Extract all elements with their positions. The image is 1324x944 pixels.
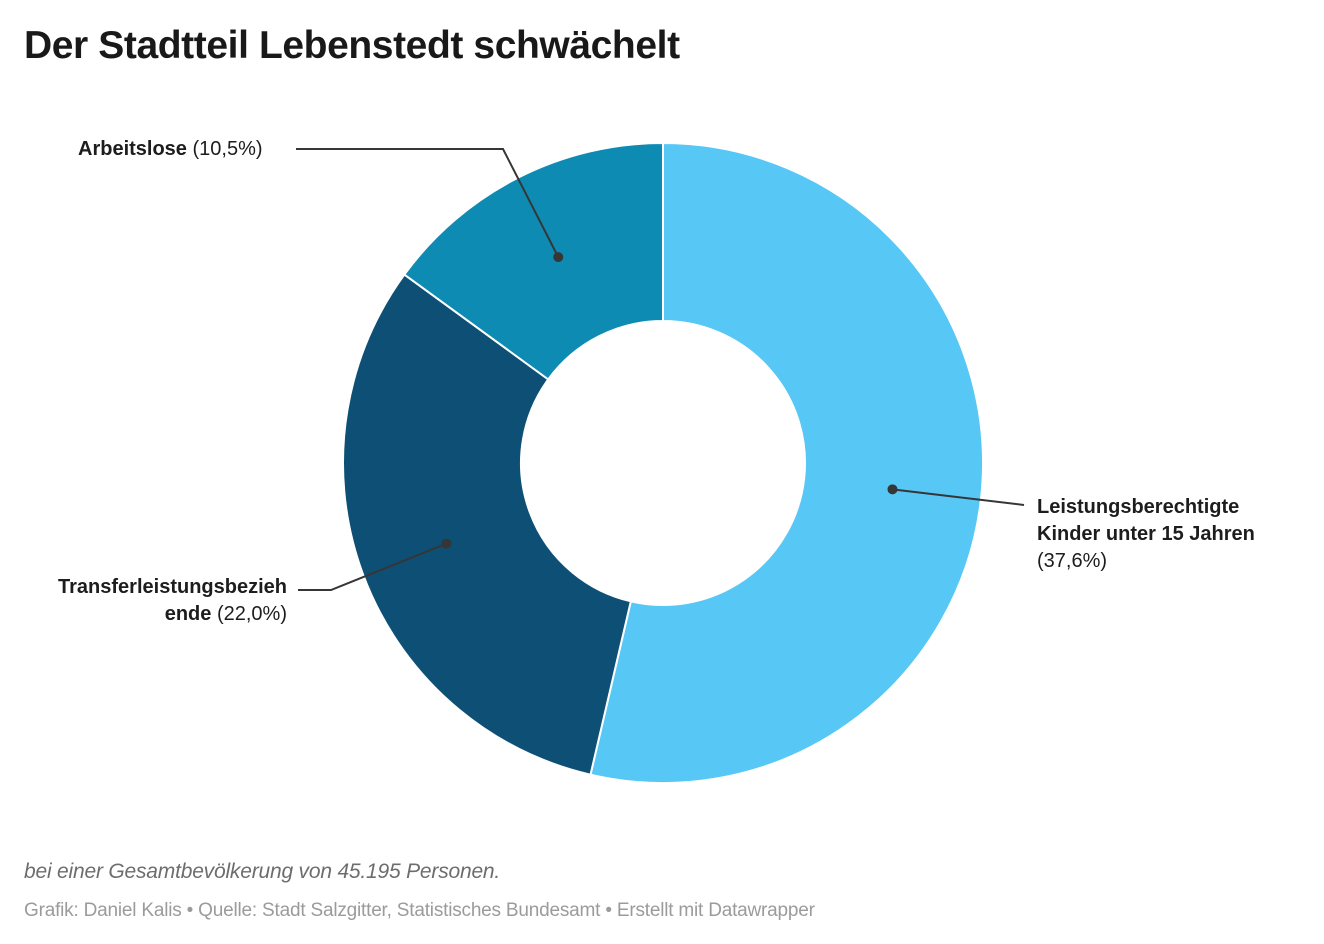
- slice-name-line2-bold: ende: [164, 603, 212, 625]
- slice-name-line2: ende (22,0%): [20, 601, 287, 628]
- leader-dot-2: [553, 252, 564, 263]
- pie-slice-0[interactable]: [589, 141, 984, 784]
- slice-value: (10,5%): [192, 138, 263, 160]
- pie-slice-2[interactable]: [402, 141, 664, 381]
- slice-label-transferleistungsbeziehende: Transferleistungsbezieh ende (22,0%): [20, 574, 287, 628]
- slice-name-line1: Transferleistungsbezieh: [58, 576, 287, 598]
- chart-footnote: bei einer Gesamtbevölkerung von 45.195 P…: [24, 860, 501, 883]
- slice-name: Leistungsberechtigte Kinder unter 15 Jah…: [1037, 496, 1255, 545]
- slice-value: (22,0%): [216, 603, 287, 625]
- chart-title: Der Stadtteil Lebenstedt schwächelt: [24, 24, 680, 67]
- leader-dot-0: [887, 484, 898, 495]
- leader-line-2: [296, 148, 560, 258]
- leader-line-0: [892, 488, 1025, 506]
- chart-attribution: Grafik: Daniel Kalis • Quelle: Stadt Sal…: [24, 900, 815, 921]
- slice-name: Arbeitslose: [78, 138, 187, 160]
- leader-dot-1: [441, 538, 452, 549]
- slice-label-kinder: Leistungsberechtigte Kinder unter 15 Jah…: [1037, 494, 1299, 575]
- leader-line-1: [298, 542, 447, 591]
- pie-slice-1[interactable]: [342, 273, 633, 776]
- slice-label-arbeitslose: Arbeitslose (10,5%): [78, 136, 263, 163]
- slice-value: (37,6%): [1037, 550, 1108, 572]
